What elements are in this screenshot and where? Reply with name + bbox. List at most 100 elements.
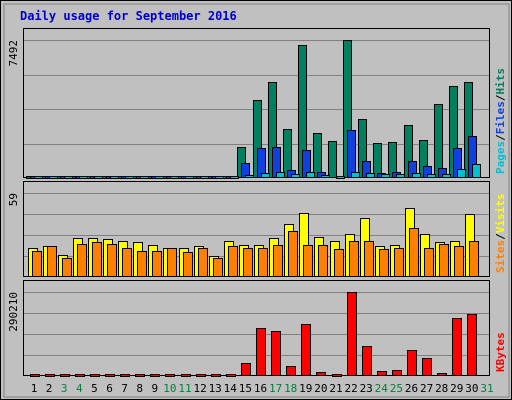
bar-pages-day-17: [276, 172, 285, 178]
bar-sites-day-14: [228, 246, 238, 277]
bar-kbytes-day-11: [181, 374, 191, 377]
bar-sites-day-25: [394, 248, 404, 277]
bar-sites-day-10: [167, 248, 177, 277]
bar-kbytes-day-10: [165, 374, 175, 377]
bar-pages-day-9: [155, 176, 164, 179]
x-tick-label-1: 1: [31, 382, 38, 395]
bar-kbytes-day-23: [362, 346, 372, 376]
bar-pages-day-6: [110, 176, 119, 179]
bar-kbytes-day-28: [437, 373, 447, 376]
x-tick-label-17: 17: [269, 382, 282, 395]
y-max-label: 59: [7, 193, 20, 206]
x-tick-label-30: 30: [465, 382, 478, 395]
chart-title: Daily usage for September 2016: [20, 9, 237, 23]
x-axis: 1 2 3 4 5 6 7 8 9 10 11 12 13 14 15 16 17 18 19 20 21 22 23 24 2…: [31, 382, 494, 395]
bar-sites-day-30: [469, 241, 479, 277]
bar-sites-day-29: [454, 246, 464, 277]
bar-kbytes-day-4: [75, 374, 85, 377]
legend-entry: Sites: [494, 240, 507, 273]
bar-pages-day-16: [261, 173, 270, 178]
bar-kbytes-day-16: [256, 328, 266, 376]
bar-pages-day-23: [366, 173, 375, 178]
bar-kbytes-day-25: [392, 370, 402, 376]
bar-sites-day-4: [77, 244, 87, 277]
x-tick-label-23: 23: [360, 382, 373, 395]
bar-pages-day-29: [457, 169, 466, 178]
bar-kbytes-day-3: [60, 374, 70, 377]
x-tick-label-14: 14: [224, 382, 238, 395]
bar-kbytes-day-19: [301, 324, 311, 376]
bar-kbytes-day-8: [135, 374, 145, 377]
bar-pages-day-11: [185, 176, 194, 179]
x-tick-label-2: 2: [46, 382, 53, 395]
bar-sites-day-3: [62, 258, 72, 277]
chart-inner-border: [3, 3, 510, 398]
bar-kbytes-day-1: [30, 374, 40, 377]
bar-sites-day-17: [273, 245, 283, 277]
bar-pages-day-4: [79, 176, 88, 179]
bar-sites-day-12: [198, 248, 208, 277]
bar-kbytes-day-21: [332, 374, 342, 377]
bar-kbytes-day-18: [286, 366, 296, 376]
bar-sites-day-7: [122, 248, 132, 277]
bar-kbytes-day-9: [150, 374, 160, 377]
bar-sites-day-9: [152, 251, 162, 277]
bar-hits-day-28: [434, 104, 443, 178]
bar-pages-day-26: [412, 173, 421, 178]
bar-pages-day-19: [306, 172, 315, 178]
legend-entry: Pages: [494, 141, 507, 174]
bar-pages-day-12: [200, 176, 209, 179]
x-tick-label-27: 27: [420, 382, 433, 395]
bar-kbytes-day-24: [377, 371, 387, 376]
series-kbytes: [30, 292, 477, 377]
x-tick-label-29: 29: [450, 382, 463, 395]
x-tick-label-25: 25: [390, 382, 403, 395]
bar-pages-day-30: [472, 164, 481, 178]
bar-pages-day-25: [396, 174, 405, 178]
bar-sites-day-6: [107, 244, 117, 277]
bar-sites-day-13: [213, 258, 223, 277]
bar-sites-day-21: [334, 249, 344, 277]
bar-hits-day-24: [373, 143, 382, 178]
bar-sites-day-24: [379, 249, 389, 277]
bar-sites-day-8: [137, 251, 147, 277]
legend-entry: Hits: [494, 68, 507, 95]
bar-sites-day-5: [92, 242, 102, 277]
x-tick-label-18: 18: [284, 382, 297, 395]
y-max-label: 290210: [7, 292, 20, 332]
bar-pages-day-8: [140, 176, 149, 179]
bar-sites-day-16: [258, 248, 268, 277]
x-tick-label-24: 24: [375, 382, 389, 395]
bar-sites-day-1: [32, 251, 42, 277]
x-tick-label-3: 3: [61, 382, 68, 395]
bar-pages-day-27: [427, 174, 436, 178]
x-tick-label-7: 7: [121, 382, 128, 395]
bar-kbytes-day-26: [407, 350, 417, 376]
bar-pages-day-14: [230, 176, 239, 179]
panel-kbytes: 290210 KBytes: [7, 280, 507, 377]
x-tick-label-9: 9: [151, 382, 158, 395]
bar-kbytes-day-17: [271, 331, 281, 376]
bar-kbytes-day-6: [105, 374, 115, 377]
bar-pages-day-21: [336, 176, 345, 179]
panel-legend: Sites/Visits: [494, 194, 507, 274]
bar-kbytes-day-13: [211, 374, 221, 377]
bar-sites-day-27: [424, 248, 434, 277]
bar-sites-day-28: [439, 244, 449, 277]
bar-kbytes-day-5: [90, 374, 100, 377]
y-max-label: 7492: [7, 40, 20, 67]
bar-kbytes-day-30: [467, 314, 477, 376]
series-sites: [32, 228, 479, 277]
panel-legend: KBytes: [494, 332, 507, 372]
x-tick-label-26: 26: [405, 382, 418, 395]
bar-kbytes-day-2: [45, 374, 55, 377]
x-tick-label-16: 16: [254, 382, 267, 395]
bar-sites-day-18: [288, 231, 298, 277]
legend-entry: /: [494, 233, 507, 240]
bar-pages-day-10: [170, 176, 179, 179]
bar-pages-day-13: [215, 176, 224, 179]
x-tick-label-20: 20: [314, 382, 327, 395]
x-tick-label-4: 4: [76, 382, 83, 395]
